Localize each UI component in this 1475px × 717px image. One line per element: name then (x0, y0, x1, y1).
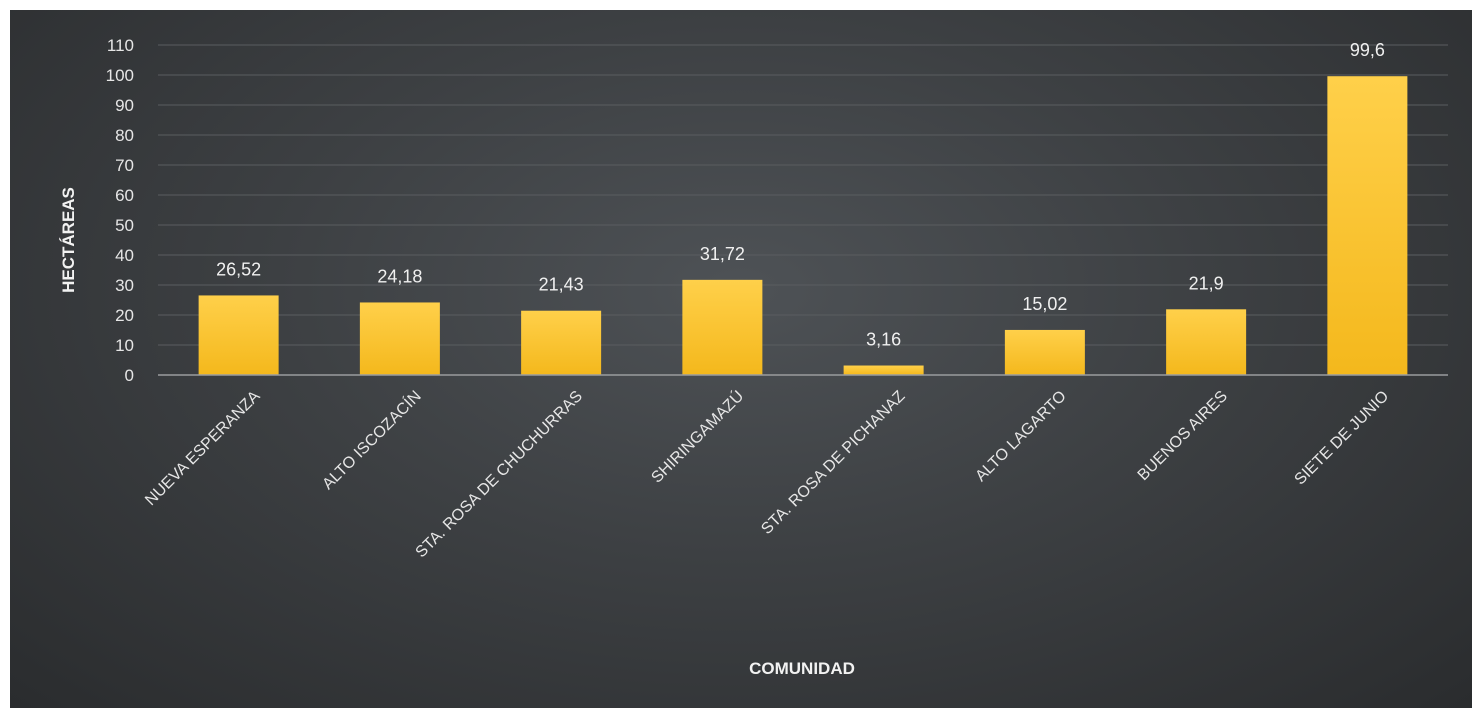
bar (1166, 309, 1247, 375)
category-label: ALTO LAGARTO (972, 388, 1069, 485)
category-label: ALTO ISCOZACÍN (318, 386, 425, 493)
category-label: SHIRINGAMAZÚ (647, 386, 747, 486)
y-tick-label: 90 (115, 96, 134, 115)
y-tick-label: 30 (115, 276, 134, 295)
x-axis-title: COMUNIDAD (749, 659, 855, 678)
y-tick-label: 80 (115, 126, 134, 145)
data-label: 31,72 (700, 244, 745, 264)
category-label: STA. ROSA DE CHUCHURRAS (413, 388, 586, 561)
chart-frame: 0 10 20 30 40 50 60 70 80 90 100 110 26,52 24,18 21,4… (10, 10, 1472, 708)
data-label: 99,6 (1350, 40, 1385, 60)
bar (843, 365, 924, 375)
y-axis-title: HECTÁREAS (59, 187, 78, 293)
bars (198, 76, 1408, 375)
gridlines (158, 44, 1448, 346)
data-label: 24,18 (377, 266, 422, 286)
category-label: BUENOS AIRES (1135, 388, 1231, 484)
bar (1327, 76, 1408, 375)
category-label: SIETE DE JUNIO (1292, 388, 1393, 489)
data-label: 26,52 (216, 259, 261, 279)
bar (1004, 329, 1085, 375)
bar (521, 310, 602, 375)
y-tick-label: 70 (115, 156, 134, 175)
bar (359, 302, 440, 375)
y-tick-label: 60 (115, 186, 134, 205)
data-label: 21,43 (539, 275, 584, 295)
y-tick-label: 110 (107, 36, 134, 55)
data-label: 3,16 (866, 330, 901, 350)
category-label: NUEVA ESPERANZA (142, 388, 263, 509)
y-tick-label: 50 (115, 216, 134, 235)
y-axis-ticks: 0 10 20 30 40 50 60 70 80 90 100 110 (106, 36, 134, 385)
bar-chart: 0 10 20 30 40 50 60 70 80 90 100 110 26,52 24,18 21,4… (59, 36, 1448, 678)
data-label: 15,02 (1022, 294, 1067, 314)
y-tick-label: 100 (106, 66, 134, 85)
category-label: STA. ROSA DE PICHANAZ (758, 388, 908, 538)
y-tick-label: 40 (115, 246, 134, 265)
bar (198, 295, 279, 375)
bar (682, 279, 763, 375)
y-tick-label: 20 (115, 306, 134, 325)
data-labels: 26,52 24,18 21,43 31,72 3,16 15,02 21,9 99,6 (216, 40, 1385, 349)
y-tick-label: 0 (125, 366, 134, 385)
data-label: 21,9 (1189, 273, 1224, 293)
y-tick-label: 10 (115, 336, 134, 355)
